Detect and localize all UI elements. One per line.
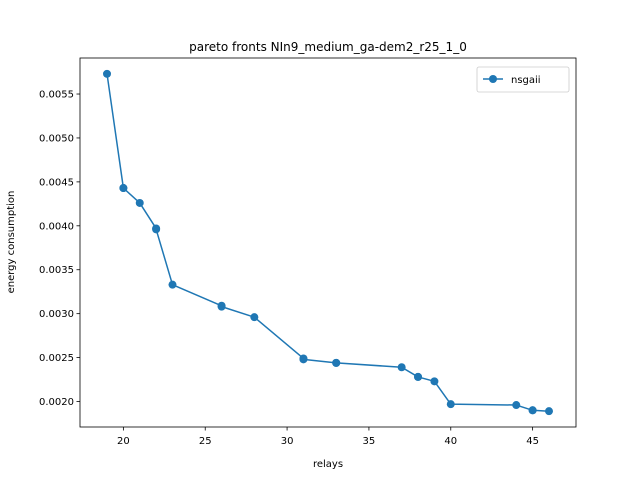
x-tick-label: 20: [117, 436, 130, 447]
data-point: [332, 358, 341, 367]
y-tick-label: 0.0045: [39, 177, 74, 188]
y-tick-label: 0.0025: [39, 353, 74, 364]
data-point: [119, 184, 128, 193]
data-point: [512, 401, 521, 410]
y-tick-label: 0.0055: [39, 90, 74, 101]
legend-marker: [489, 75, 497, 83]
y-axis: 0.0020 0.0025 0.0030 0.0035 0.0040 0.0045 0.00…: [39, 90, 80, 408]
data-point: [217, 302, 226, 311]
x-axis-label: relays: [313, 459, 343, 470]
y-tick-label: 0.0030: [39, 309, 74, 320]
chart-title: pareto fronts NIn9_medium_ga-dem2_r25_1_…: [189, 40, 467, 54]
data-point: [528, 406, 537, 415]
data-point: [152, 225, 161, 234]
legend-label: nsgaii: [511, 75, 541, 86]
data-point: [103, 69, 112, 78]
legend-box: [476, 66, 570, 93]
x-tick-label: 35: [363, 436, 376, 447]
x-axis: 20 25 30 35 40 45: [117, 427, 539, 447]
y-tick-label: 0.0020: [39, 397, 74, 408]
x-tick-label: 45: [526, 436, 539, 447]
y-tick-label: 0.0050: [39, 133, 74, 144]
x-tick-label: 40: [444, 436, 457, 447]
data-point: [397, 363, 406, 372]
x-tick-label: 30: [281, 436, 294, 447]
data-point: [430, 377, 439, 386]
data-point: [414, 372, 423, 381]
y-axis-label: energy consumption: [6, 191, 17, 294]
plot-frame: [79, 57, 577, 428]
y-tick-label: 0.0040: [39, 221, 74, 232]
data-point: [168, 280, 177, 289]
data-point: [299, 355, 308, 364]
x-tick-label: 25: [199, 436, 212, 447]
data-point: [544, 407, 553, 416]
data-point: [250, 313, 259, 322]
data-point: [446, 400, 455, 409]
legend: nsgaii: [476, 66, 570, 93]
y-tick-label: 0.0035: [39, 265, 74, 276]
plot-area: [103, 69, 553, 416]
data-point: [135, 198, 144, 207]
